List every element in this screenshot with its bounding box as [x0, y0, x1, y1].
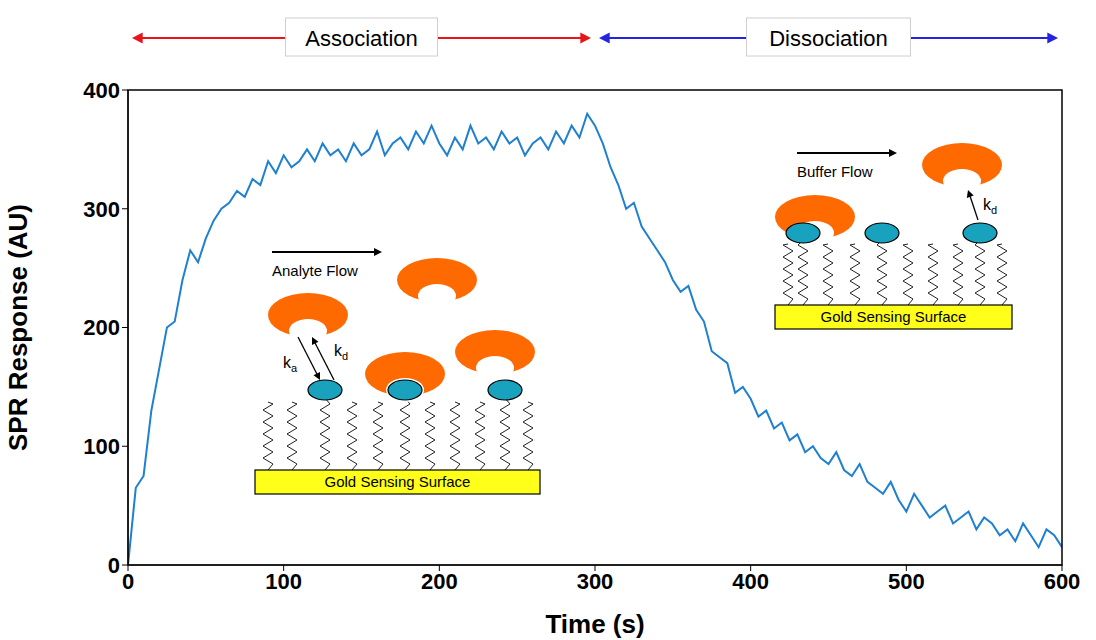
svg-text:ka: ka	[283, 354, 298, 374]
svg-text:100: 100	[83, 434, 120, 459]
svg-text:400: 400	[83, 78, 120, 103]
svg-text:200: 200	[83, 315, 120, 340]
svg-text:0: 0	[108, 553, 120, 578]
svg-text:kd: kd	[983, 196, 997, 216]
svg-text:500: 500	[888, 569, 925, 594]
svg-text:Buffer Flow: Buffer Flow	[797, 163, 873, 180]
svg-text:Association: Association	[305, 26, 418, 51]
svg-text:Gold Sensing Surface: Gold Sensing Surface	[821, 308, 967, 325]
svg-text:kd: kd	[334, 342, 348, 362]
svg-text:Gold Sensing Surface: Gold Sensing Surface	[325, 473, 471, 490]
svg-text:400: 400	[732, 569, 769, 594]
svg-text:100: 100	[265, 569, 302, 594]
svg-text:SPR Response (AU): SPR Response (AU)	[3, 204, 33, 451]
svg-text:0: 0	[122, 569, 134, 594]
svg-text:200: 200	[421, 569, 458, 594]
svg-text:Dissociation: Dissociation	[769, 26, 888, 51]
svg-text:Analyte Flow: Analyte Flow	[272, 262, 358, 279]
svg-text:600: 600	[1044, 569, 1081, 594]
svg-text:Time (s): Time (s)	[545, 609, 644, 639]
svg-text:300: 300	[577, 569, 614, 594]
svg-text:300: 300	[83, 197, 120, 222]
